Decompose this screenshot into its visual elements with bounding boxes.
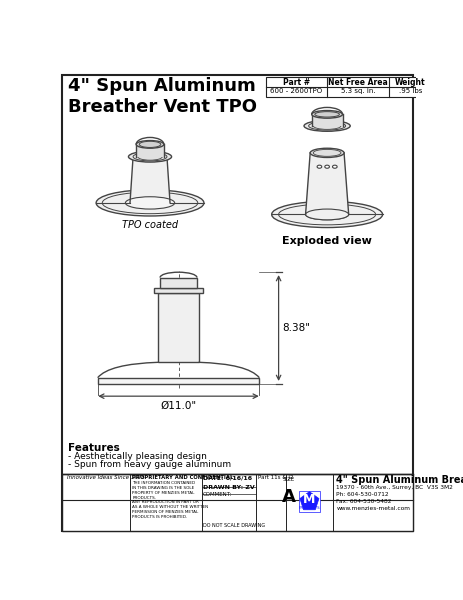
Text: .95 lbs: .95 lbs <box>398 88 421 94</box>
Text: - Spun from heavy gauge aluminum: - Spun from heavy gauge aluminum <box>68 460 231 469</box>
Ellipse shape <box>133 152 167 161</box>
Text: 8.38": 8.38" <box>282 323 310 333</box>
Ellipse shape <box>313 122 340 130</box>
Ellipse shape <box>303 121 350 131</box>
Ellipse shape <box>278 204 375 225</box>
Ellipse shape <box>308 122 345 130</box>
Ellipse shape <box>271 202 382 227</box>
Text: 600 - 2600TPO: 600 - 2600TPO <box>269 88 322 94</box>
Ellipse shape <box>125 197 174 209</box>
Ellipse shape <box>138 153 162 160</box>
Text: Ø11.0": Ø11.0" <box>160 401 196 411</box>
Bar <box>158 293 198 362</box>
Bar <box>265 77 431 97</box>
Text: 4" Spun Aluminum Breather Vent TPO: 4" Spun Aluminum Breather Vent TPO <box>336 475 463 485</box>
Bar <box>298 491 319 512</box>
Polygon shape <box>299 491 318 510</box>
Bar <box>160 278 197 289</box>
Text: Innovative Ideas Since 1976: Innovative Ideas Since 1976 <box>67 475 144 481</box>
Text: Features: Features <box>68 443 120 453</box>
Text: 5.3 sq. in.: 5.3 sq. in. <box>340 88 375 94</box>
Ellipse shape <box>332 165 337 168</box>
Ellipse shape <box>130 197 169 208</box>
Text: 4" Spun Aluminum
Breather Vent TPO: 4" Spun Aluminum Breather Vent TPO <box>68 77 257 116</box>
Text: THE INFORMATION CONTAINED
IN THIS DRAWING IS THE SOLE
PROPERTY OF MENZIES METAL
: THE INFORMATION CONTAINED IN THIS DRAWIN… <box>132 481 208 519</box>
Ellipse shape <box>133 152 167 161</box>
Ellipse shape <box>305 209 348 220</box>
Text: DATE: 6/16/16: DATE: 6/16/16 <box>203 475 252 481</box>
Text: 19370 - 60th Ave., Surrey, BC  V3S 3M2
Ph: 604-530-0712
Fax: 604-530-5482
www.me: 19370 - 60th Ave., Surrey, BC V3S 3M2 Ph… <box>336 485 452 511</box>
Ellipse shape <box>313 149 340 157</box>
Text: SIZE: SIZE <box>282 477 294 482</box>
Ellipse shape <box>136 140 163 148</box>
Ellipse shape <box>314 112 339 117</box>
Text: Exploded view: Exploded view <box>282 236 371 246</box>
Bar <box>154 289 203 293</box>
Text: PRODUCTS: PRODUCTS <box>298 506 319 510</box>
Text: A: A <box>281 488 295 506</box>
Text: Weight: Weight <box>394 78 425 87</box>
Polygon shape <box>130 157 169 203</box>
Text: TPO coated: TPO coated <box>122 220 178 230</box>
Text: Part 11s & J2: Part 11s & J2 <box>257 475 293 481</box>
Polygon shape <box>305 153 348 214</box>
Text: Part #: Part # <box>282 78 309 87</box>
Polygon shape <box>136 145 163 157</box>
Ellipse shape <box>139 141 161 148</box>
Ellipse shape <box>305 209 348 220</box>
Ellipse shape <box>102 192 197 214</box>
Bar <box>62 474 413 531</box>
Text: DO NOT SCALE DRAWING: DO NOT SCALE DRAWING <box>203 523 265 528</box>
Text: PROPRIETARY AND CONFIDENTIAL: PROPRIETARY AND CONFIDENTIAL <box>132 475 233 481</box>
Text: COMMENT:: COMMENT: <box>203 493 232 497</box>
Text: DRAWN BY: ZV: DRAWN BY: ZV <box>203 485 254 490</box>
Ellipse shape <box>309 148 344 157</box>
Text: Net Free Area: Net Free Area <box>327 78 387 87</box>
Ellipse shape <box>324 165 329 168</box>
Text: - Aesthetically pleasing design: - Aesthetically pleasing design <box>68 452 207 461</box>
Ellipse shape <box>96 190 203 216</box>
Ellipse shape <box>316 165 321 168</box>
Ellipse shape <box>128 151 171 162</box>
Ellipse shape <box>311 110 342 118</box>
Polygon shape <box>311 115 342 126</box>
Text: M: M <box>302 493 315 506</box>
Bar <box>97 377 259 384</box>
